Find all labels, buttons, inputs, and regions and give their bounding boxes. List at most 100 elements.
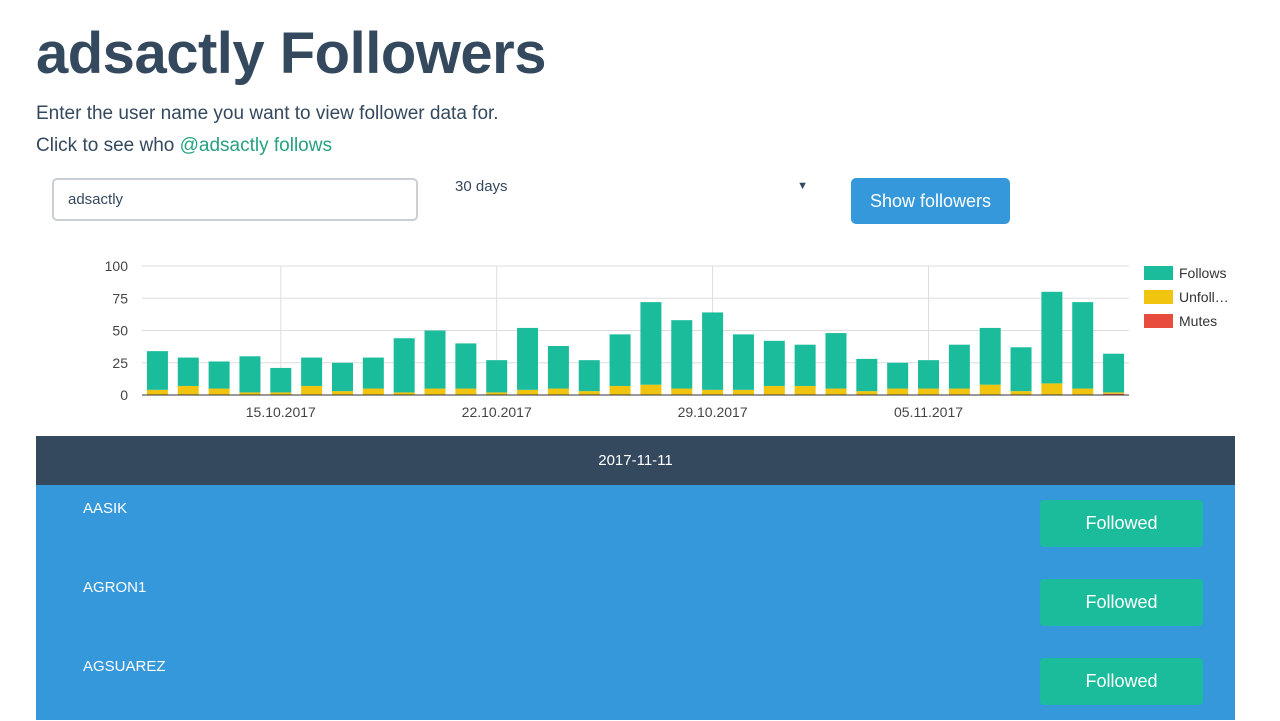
follower-list: AASIK Followed AGRON1 Followed AGSUAREZ … xyxy=(36,485,1235,720)
bar-follows xyxy=(270,367,292,393)
date-header: 2017-11-11 xyxy=(36,436,1235,485)
bar-unfollows xyxy=(424,388,446,395)
bar-follows xyxy=(239,356,261,393)
legend-swatch xyxy=(1144,266,1173,280)
followed-badge[interactable]: Followed xyxy=(1040,500,1203,547)
bar-unfollows xyxy=(979,384,1001,395)
bar-unfollows xyxy=(856,391,878,395)
followed-badge[interactable]: Followed xyxy=(1040,658,1203,705)
bar-follows xyxy=(948,344,970,389)
username-input[interactable] xyxy=(52,178,418,221)
y-tick-label: 0 xyxy=(120,387,128,403)
bar-follows xyxy=(794,344,816,386)
bar-follows xyxy=(455,343,477,389)
bar-follows xyxy=(1103,353,1125,393)
follower-row: AGRON1 Followed xyxy=(36,564,1235,642)
follows-line: Click to see who @adsactly follows xyxy=(36,134,332,158)
bar-unfollows xyxy=(763,385,785,395)
bar-follows xyxy=(424,330,446,389)
bar-unfollows xyxy=(825,388,847,395)
bar-follows xyxy=(1072,302,1094,389)
legend-label: Unfoll… xyxy=(1179,289,1229,305)
legend-swatch xyxy=(1144,314,1173,328)
bar-unfollows xyxy=(609,385,631,395)
bar-follows xyxy=(1010,347,1032,392)
y-tick-label: 50 xyxy=(112,323,128,339)
bar-follows xyxy=(393,338,415,393)
followers-chart: 0 25 50 75 100 15.10.2017 22.10.2017 29.10.2017… xyxy=(105,258,1229,420)
follower-name: AGRON1 xyxy=(83,579,147,596)
bar-follows xyxy=(609,334,631,386)
bar-follows xyxy=(517,327,539,390)
follower-row: AASIK Followed xyxy=(36,485,1235,563)
follows-link[interactable]: @adsactly follows xyxy=(179,135,332,156)
show-followers-button[interactable]: Show followers xyxy=(851,178,1010,224)
bar-follows xyxy=(856,358,878,392)
bar-follows xyxy=(301,357,323,386)
chevron-down-icon: ▼ xyxy=(797,180,808,192)
bar-unfollows xyxy=(640,384,662,395)
bar-unfollows xyxy=(455,388,477,395)
range-select-value: 30 days xyxy=(455,178,508,195)
x-tick-label: 15.10.2017 xyxy=(246,404,316,420)
bar-follows xyxy=(671,320,693,389)
bar-follows xyxy=(702,312,724,390)
bar-unfollows xyxy=(578,391,600,395)
bar-follows xyxy=(331,362,353,392)
legend-swatch xyxy=(1144,290,1173,304)
bar-follows xyxy=(763,340,785,386)
bar-unfollows xyxy=(918,388,940,395)
bar-follows xyxy=(825,333,847,389)
bar-unfollows xyxy=(671,388,693,395)
bar-unfollows xyxy=(1041,383,1063,395)
bar-unfollows xyxy=(331,391,353,395)
bar-follows xyxy=(732,334,754,390)
bar-unfollows xyxy=(301,385,323,395)
legend-label: Mutes xyxy=(1179,313,1217,329)
bar-follows xyxy=(208,361,230,389)
bar-follows xyxy=(1041,291,1063,384)
bar-unfollows xyxy=(393,392,415,395)
bar-follows xyxy=(362,357,384,389)
follower-row: AGSUAREZ Followed xyxy=(36,643,1235,721)
bar-unfollows xyxy=(1010,391,1032,395)
page-title: adsactly Followers xyxy=(36,21,546,86)
x-tick-label: 05.11.2017 xyxy=(894,404,963,420)
bar-follows xyxy=(887,362,909,389)
bar-unfollows xyxy=(270,392,292,395)
bar-unfollows xyxy=(362,388,384,395)
bar-unfollows xyxy=(702,389,724,395)
bar-unfollows xyxy=(146,389,168,395)
follows-prefix: Click to see who xyxy=(36,135,180,156)
bar-unfollows xyxy=(486,392,508,395)
bar-follows xyxy=(486,360,508,393)
bar-follows xyxy=(578,360,600,392)
bar-follows xyxy=(146,351,168,390)
range-select[interactable]: 30 days ▼ xyxy=(442,176,812,200)
bar-unfollows xyxy=(1072,388,1094,395)
x-tick-label: 29.10.2017 xyxy=(678,404,748,420)
bar-unfollows xyxy=(1103,392,1125,394)
bar-follows xyxy=(918,360,940,389)
intro-text: Enter the user name you want to view fol… xyxy=(36,103,499,124)
follower-name: AASIK xyxy=(83,500,128,517)
bar-unfollows xyxy=(177,385,199,395)
bar-unfollows xyxy=(794,385,816,395)
follower-name: AGSUAREZ xyxy=(83,658,166,675)
y-tick-label: 25 xyxy=(112,355,128,371)
bar-follows xyxy=(547,345,569,389)
bar-unfollows xyxy=(887,388,909,395)
x-tick-label: 22.10.2017 xyxy=(462,404,532,420)
followed-badge[interactable]: Followed xyxy=(1040,579,1203,626)
bar-unfollows xyxy=(948,388,970,395)
y-tick-label: 75 xyxy=(112,290,128,306)
bar-unfollows xyxy=(547,388,569,395)
bar-mutes xyxy=(1103,393,1125,395)
bar-unfollows xyxy=(732,389,754,395)
bar-unfollows xyxy=(239,392,261,395)
bar-follows xyxy=(640,302,662,385)
legend-label: Follows xyxy=(1179,265,1226,281)
bar-unfollows xyxy=(208,388,230,395)
bar-follows xyxy=(177,357,199,386)
y-tick-label: 100 xyxy=(105,258,129,274)
